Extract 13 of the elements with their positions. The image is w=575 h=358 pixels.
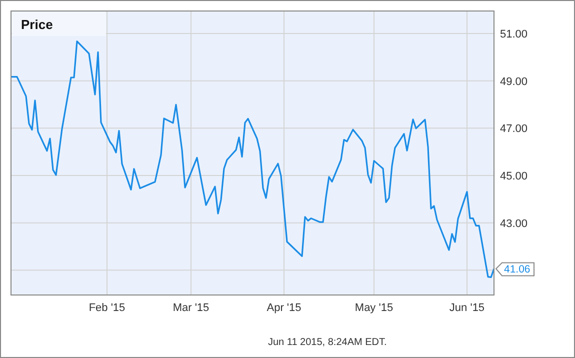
y-tick-label: 45.00 xyxy=(500,170,528,182)
x-tick-label: Apr '15 xyxy=(266,302,302,314)
y-tick-label: 51.00 xyxy=(500,28,528,40)
x-tick-label: Jun '15 xyxy=(449,302,485,314)
annotation: 41.06 xyxy=(504,264,530,276)
x-tick-label: Mar '15 xyxy=(172,302,210,314)
x-tick-label: Feb '15 xyxy=(88,302,126,314)
text: Price xyxy=(21,17,53,32)
x-tick-label: May '15 xyxy=(354,302,394,314)
y-tick-label: 43.00 xyxy=(500,218,528,230)
y-tick-label: 47.00 xyxy=(500,123,528,136)
text: Jun 11 2015, 8:24AM EDT. xyxy=(268,337,387,348)
y-tick-label: 49.00 xyxy=(500,76,528,88)
